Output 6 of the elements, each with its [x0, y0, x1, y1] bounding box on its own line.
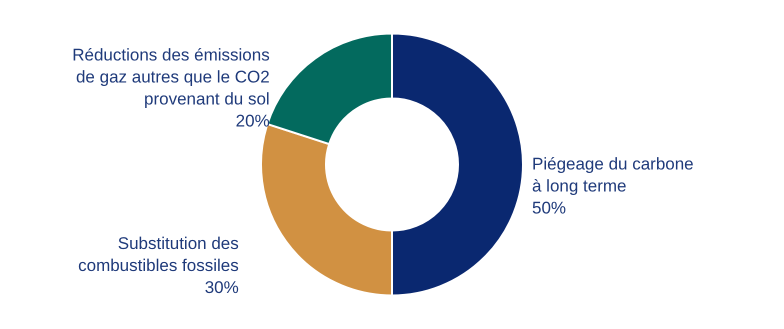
- slice-label: Piégeage du carbone à long terme: [532, 154, 694, 196]
- data-label: 30%: [204, 278, 239, 297]
- slice-label: Réductions des émissions de gaz autres que le CO2 provenant du sol: [72, 45, 270, 108]
- data-label: 50%: [532, 198, 566, 218]
- slice-label: Substitution des combustibles fossiles: [78, 234, 239, 275]
- data-label: 20%: [236, 111, 270, 130]
